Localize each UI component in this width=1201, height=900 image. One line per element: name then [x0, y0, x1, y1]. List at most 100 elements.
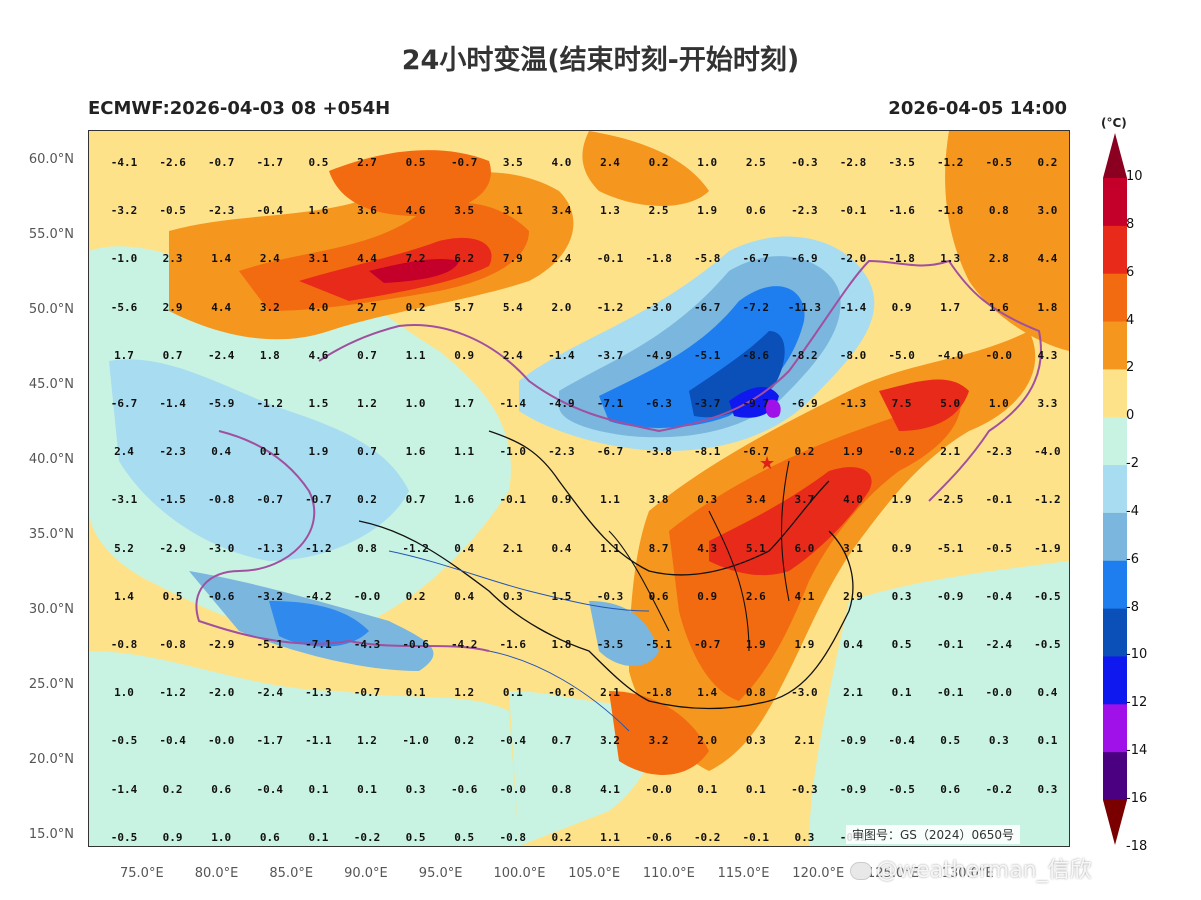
grid-value: -1.2 [159, 686, 186, 700]
grid-value: 1.3 [600, 204, 620, 218]
grid-value: -2.4 [256, 686, 284, 700]
grid-value: 0.3 [405, 782, 426, 796]
grid-value: -2.0 [207, 686, 235, 700]
grid-value: 2.4 [551, 252, 572, 266]
grid-value: -7.1 [305, 638, 332, 651]
weibo-icon [850, 862, 872, 880]
map-fill-layer [89, 131, 1069, 846]
grid-value: -3.0 [645, 300, 672, 314]
lat-label: 15.0°N [28, 827, 74, 842]
grid-value: -4.9 [548, 397, 575, 410]
grid-value: -9.7 [742, 397, 770, 410]
grid-value: -0.4 [499, 734, 527, 748]
grid-value: -6.7 [596, 445, 624, 459]
grid-value: -7.1 [596, 397, 624, 410]
grid-value: 2.1 [600, 686, 620, 700]
grid-value: -8.1 [693, 445, 721, 459]
grid-value: -6.7 [742, 445, 770, 459]
lon-label: 85.0°E [269, 866, 314, 881]
grid-value: 1.9 [843, 445, 863, 459]
grid-value: -8.0 [839, 348, 867, 362]
grid-value: 2.1 [843, 686, 863, 700]
lat-label: 55.0°N [28, 227, 74, 242]
grid-value: 4.3 [1037, 348, 1058, 362]
grid-value: 1.5 [308, 397, 329, 410]
grid-value: 0.2 [405, 300, 426, 314]
grid-value: 1.6 [405, 445, 426, 459]
colorbar-segment [1103, 752, 1127, 801]
grid-value: -0.0 [985, 686, 1013, 700]
grid-value: 0.3 [1037, 782, 1058, 796]
grid-value: 0.2 [551, 830, 572, 844]
grid-value: 2.7 [357, 300, 377, 314]
grid-value: 1.0 [405, 397, 426, 410]
lat-label: 60.0°N [28, 152, 74, 167]
grid-value: 1.1 [600, 541, 620, 555]
grid-value: 1.6 [988, 300, 1009, 314]
grid-value: 1.4 [211, 252, 232, 266]
grid-value: 0.4 [454, 541, 475, 555]
grid-value: 6.2 [454, 252, 475, 266]
grid-value: 0.2 [648, 156, 669, 169]
grid-value: 2.0 [551, 300, 572, 314]
colorbar-tick-label: -18 [1126, 838, 1148, 854]
grid-value: -0.4 [256, 204, 284, 218]
grid-value: -3.0 [207, 541, 235, 555]
lat-label: 40.0°N [28, 452, 74, 467]
grid-value: 7.2 [405, 252, 426, 266]
grid-value: -0.6 [207, 589, 235, 603]
grid-value: 0.9 [891, 300, 912, 314]
grid-value: 0.4 [454, 589, 475, 603]
grid-value: 0.2 [162, 782, 183, 796]
grid-value: -4.0 [1034, 445, 1061, 459]
grid-value: 6.0 [794, 541, 815, 555]
grid-value: 0.2 [794, 445, 815, 459]
grid-value: 0.9 [551, 493, 572, 507]
grid-value: -1.8 [645, 252, 672, 266]
colorbar-segment [1103, 321, 1127, 370]
grid-value: -11.3 [787, 300, 821, 314]
grid-value: -0.5 [110, 734, 138, 748]
grid-value: -5.6 [110, 300, 138, 314]
grid-value: 0.3 [988, 734, 1009, 748]
colorbar-tick-label: -14 [1126, 743, 1148, 759]
grid-value: -1.2 [402, 541, 429, 555]
colorbar-tick-label: -8 [1126, 599, 1139, 615]
grid-value: 0.3 [502, 589, 523, 603]
grid-value: 0.8 [357, 541, 377, 555]
grid-value: 1.5 [551, 589, 572, 603]
grid-value: -1.0 [499, 445, 527, 459]
grid-value: -0.6 [548, 686, 575, 700]
grid-value: -3.2 [110, 204, 138, 218]
grid-value: 0.5 [405, 830, 426, 844]
lon-label: 80.0°E [194, 866, 239, 881]
grid-value: -2.4 [985, 638, 1013, 651]
grid-value: 1.1 [454, 445, 475, 459]
grid-value: -3.0 [791, 686, 818, 700]
grid-value: -0.6 [402, 638, 429, 651]
grid-value: 5.0 [940, 397, 961, 410]
grid-value: 1.1 [405, 348, 426, 362]
grid-value: 2.6 [745, 589, 766, 603]
grid-value: -6.9 [791, 397, 818, 410]
lat-label: 45.0°N [28, 377, 74, 392]
grid-value: -4.1 [110, 156, 138, 169]
grid-value: -0.0 [353, 589, 381, 603]
grid-value: 1.9 [697, 204, 718, 218]
grid-value: -0.3 [596, 589, 624, 603]
grid-value: 2.9 [162, 300, 183, 314]
grid-value: 3.1 [308, 252, 329, 266]
grid-value: -0.1 [742, 830, 770, 844]
watermark: @weatherman_信欣 [850, 852, 1092, 884]
grid-value: 3.5 [502, 156, 523, 169]
grid-value: 0.5 [405, 156, 426, 169]
grid-value: 2.3 [162, 252, 183, 266]
temperature-change-map [88, 130, 1070, 847]
grid-value: 4.0 [308, 300, 329, 314]
lon-label: 115.0°E [717, 866, 770, 881]
grid-value: -0.8 [499, 830, 527, 844]
grid-value: -4.9 [645, 348, 672, 362]
grid-value: -0.1 [985, 493, 1013, 507]
grid-value: -0.2 [888, 445, 915, 459]
grid-value: 7.9 [502, 252, 523, 266]
